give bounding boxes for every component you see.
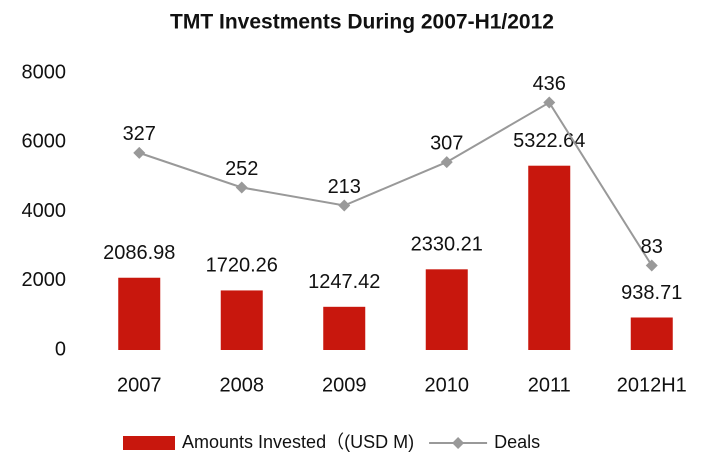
- marker: [338, 199, 351, 212]
- y-tick-label: 8000: [22, 61, 67, 83]
- x-tick-label: 2011: [528, 374, 571, 396]
- data-label: 938.71: [621, 282, 682, 304]
- bar: [323, 306, 366, 350]
- legend-label: Amounts Invested（(USD M): [182, 432, 414, 452]
- bar: [528, 165, 571, 350]
- data-label: 436: [533, 73, 566, 95]
- marker: [133, 146, 146, 159]
- data-label: 1720.26: [206, 255, 278, 277]
- y-tick-label: 6000: [22, 131, 67, 153]
- bar: [630, 317, 673, 350]
- data-label: 5322.64: [513, 130, 585, 152]
- x-tick-label: 2008: [220, 374, 265, 396]
- y-tick-label: 0: [55, 338, 66, 360]
- marker: [440, 156, 453, 169]
- data-label: 1247.42: [308, 271, 380, 293]
- x-tick-label: 2009: [322, 374, 367, 396]
- y-tick-label: 2000: [22, 269, 67, 291]
- legend-swatch: [123, 436, 175, 450]
- x-tick-label: 2012H1: [617, 374, 687, 396]
- legend-label: Deals: [494, 432, 540, 452]
- data-label: 213: [328, 176, 361, 198]
- data-label: 307: [430, 132, 463, 154]
- marker: [645, 259, 658, 272]
- marker: [543, 96, 556, 109]
- bar: [118, 277, 161, 350]
- data-label: 327: [123, 123, 156, 145]
- x-tick-label: 2007: [117, 374, 162, 396]
- data-label: 252: [225, 158, 258, 180]
- legend-marker: [452, 437, 465, 449]
- marker: [235, 181, 248, 194]
- data-label: 2330.21: [411, 234, 483, 256]
- data-label: 2086.98: [103, 242, 175, 264]
- bar: [220, 290, 263, 350]
- line: [138, 101, 653, 267]
- x-tick-label: 2010: [425, 374, 470, 396]
- y-tick-label: 4000: [22, 200, 67, 222]
- bar: [425, 269, 468, 350]
- data-label: 83: [641, 236, 663, 258]
- chart-title: TMT Investments During 2007-H1/2012: [170, 11, 554, 34]
